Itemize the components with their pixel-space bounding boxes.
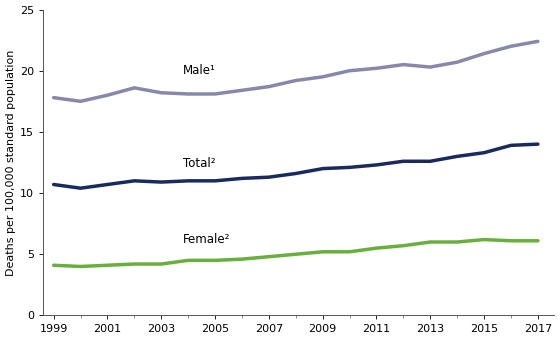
Y-axis label: Deaths per 100,000 standard population: Deaths per 100,000 standard population — [6, 49, 16, 276]
Text: Total²: Total² — [183, 157, 215, 170]
Text: Female²: Female² — [183, 233, 230, 246]
Text: Male¹: Male¹ — [183, 64, 216, 77]
